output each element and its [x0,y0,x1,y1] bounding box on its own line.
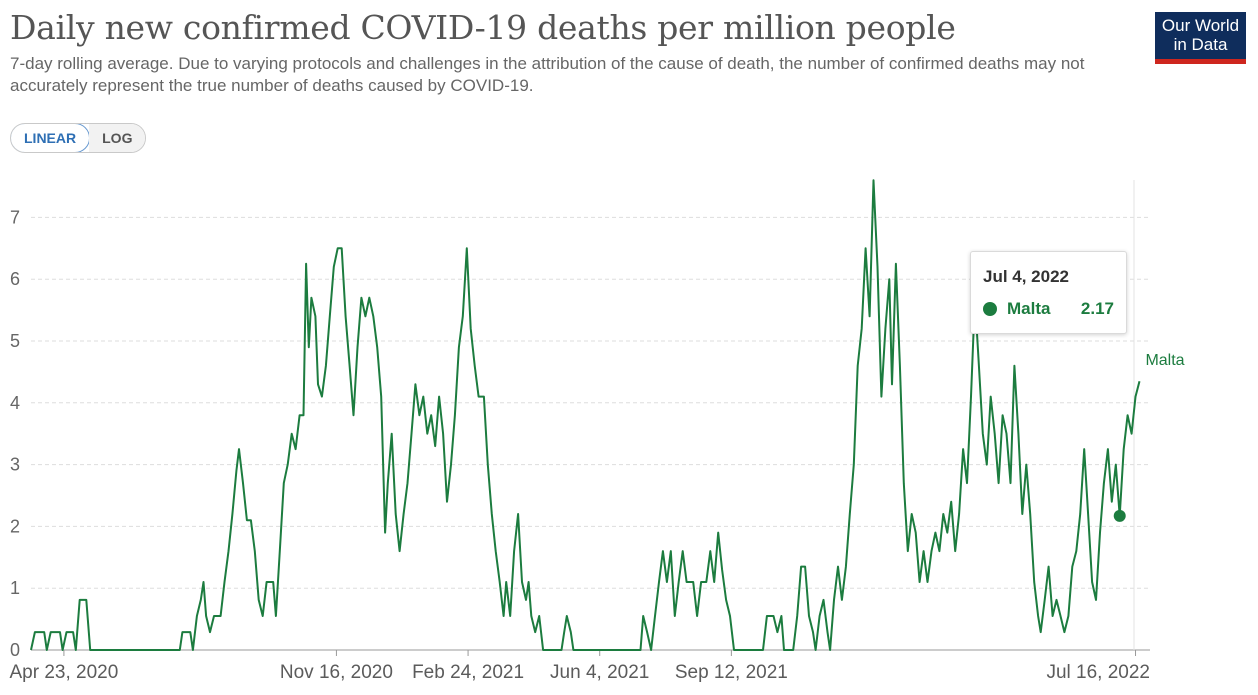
x-tick-label: Feb 24, 2021 [412,662,524,683]
hover-tooltip: Jul 4, 2022 Malta 2.17 [970,251,1127,334]
y-tick-label: 2 [10,516,20,536]
tooltip-row: Malta 2.17 [983,299,1114,319]
series-label-malta: Malta [1145,352,1184,369]
y-tick-label: 6 [10,269,20,289]
y-tick-label: 0 [10,640,20,660]
x-tick-label: Nov 16, 2020 [280,662,393,683]
chart-title: Daily new confirmed COVID-19 deaths per … [10,8,956,47]
y-tick-label: 7 [10,207,20,227]
highlight-point [1113,509,1126,522]
series-line-malta [30,179,1141,651]
log-scale-button[interactable]: LOG [89,124,146,152]
series-dot-icon [983,302,997,316]
scale-toggle: LINEAR LOG [10,123,147,153]
y-tick-label: 4 [10,393,20,413]
logo-line-1: Our World [1161,16,1240,35]
x-tick-label: Jul 16, 2022 [1046,662,1150,683]
logo-line-2: in Data [1173,35,1228,54]
tooltip-value: 2.17 [1080,299,1114,318]
x-tick-label: Jun 4, 2021 [550,662,649,683]
x-tick-label: Apr 23, 2020 [10,662,119,683]
x-tick-label: Sep 12, 2021 [675,662,788,683]
tooltip-date: Jul 4, 2022 [983,267,1070,286]
y-tick-label: 1 [10,578,20,598]
owid-logo[interactable]: Our World in Data [1155,12,1246,64]
y-tick-label: 5 [10,331,20,351]
chart-subtitle: 7-day rolling average. Due to varying pr… [10,54,1085,95]
y-tick-label: 3 [10,455,20,475]
tooltip-entity: Malta [1007,299,1051,318]
